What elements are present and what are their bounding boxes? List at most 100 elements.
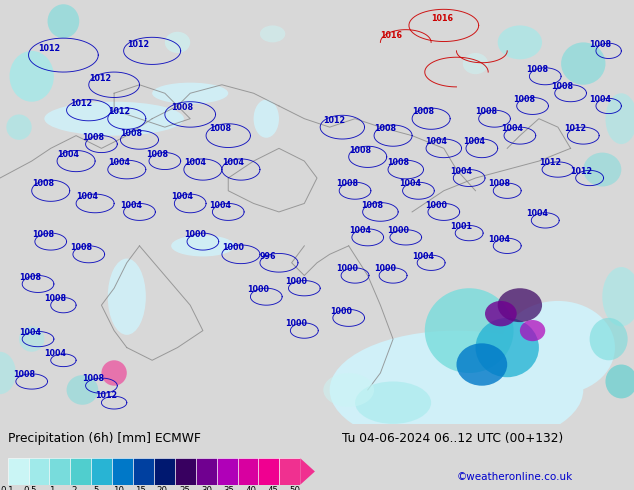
Text: 35: 35 [223,486,234,490]
Ellipse shape [476,318,539,377]
Text: 1012: 1012 [571,167,593,176]
Text: 1004: 1004 [120,201,143,210]
Text: 1016: 1016 [380,31,403,40]
Ellipse shape [44,102,184,136]
Text: 0.1: 0.1 [1,486,15,490]
Text: 1012: 1012 [564,124,586,133]
Text: 15: 15 [134,486,146,490]
Bar [91,458,112,485]
Ellipse shape [355,381,431,424]
Text: 1008: 1008 [146,150,168,159]
Text: 1008: 1008 [336,179,358,189]
Ellipse shape [590,318,628,360]
Text: 1008: 1008 [349,146,371,154]
Ellipse shape [108,259,146,335]
Text: 1004: 1004 [209,201,231,210]
Text: 1004: 1004 [412,251,434,261]
Bar [70,458,91,485]
Ellipse shape [605,365,634,398]
Text: 1008: 1008 [526,65,548,74]
Text: 1012: 1012 [108,107,130,117]
Ellipse shape [171,235,235,256]
Text: 1001: 1001 [450,222,472,231]
Text: 1012: 1012 [323,116,346,125]
Text: 40: 40 [245,486,256,490]
Text: 1016: 1016 [431,14,453,23]
Text: 20: 20 [157,486,168,490]
Text: 1004: 1004 [399,179,422,189]
Ellipse shape [101,360,127,386]
Ellipse shape [19,326,44,352]
Ellipse shape [520,320,545,341]
Text: 5: 5 [93,486,99,490]
Text: 1000: 1000 [425,201,447,210]
Text: 1004: 1004 [44,349,67,358]
Ellipse shape [485,301,517,326]
Text: 1004: 1004 [463,137,485,146]
Text: 1004: 1004 [488,235,510,244]
Bar [196,458,217,485]
Bar [112,458,133,485]
Text: 25: 25 [179,486,190,490]
Text: 1004: 1004 [425,137,447,146]
Text: 1008: 1008 [387,158,409,167]
Text: 1000: 1000 [285,277,307,286]
Text: 1008: 1008 [488,179,510,189]
Text: 2: 2 [71,486,77,490]
Text: 10: 10 [113,486,124,490]
Text: 45: 45 [268,486,278,490]
Ellipse shape [498,288,542,322]
Text: 1000: 1000 [387,226,409,235]
Text: 1008: 1008 [13,370,35,379]
Text: 1004: 1004 [19,328,41,337]
Text: 1008: 1008 [209,124,231,133]
Ellipse shape [605,93,634,144]
Text: 1000: 1000 [374,264,396,273]
Text: 1000: 1000 [184,230,206,239]
Text: 1008: 1008 [171,103,193,112]
Bar [8,458,29,485]
Text: 1004: 1004 [349,226,371,235]
Ellipse shape [6,115,32,140]
Ellipse shape [260,25,285,42]
Polygon shape [301,458,315,485]
Text: 1004: 1004 [222,158,244,167]
Text: 1008: 1008 [82,133,105,142]
Text: 1004: 1004 [57,150,79,159]
Bar [259,458,280,485]
Text: 1012: 1012 [70,99,92,108]
Text: 50: 50 [289,486,301,490]
Text: 1004: 1004 [184,158,206,167]
Text: 1: 1 [49,486,55,490]
Text: 1008: 1008 [412,107,434,117]
Text: 1012: 1012 [89,74,111,82]
Text: 1012: 1012 [95,392,117,400]
Text: 1008: 1008 [361,201,384,210]
Text: 1008: 1008 [374,124,396,133]
Ellipse shape [10,51,54,102]
Bar [133,458,154,485]
Ellipse shape [48,4,79,38]
Text: 1008: 1008 [70,243,92,252]
Ellipse shape [254,99,279,138]
Text: 1000: 1000 [222,243,244,252]
Text: 1008: 1008 [44,294,67,303]
Text: 1004: 1004 [590,95,612,104]
Ellipse shape [456,343,507,386]
Ellipse shape [330,331,583,449]
Text: 1008: 1008 [32,230,54,239]
Text: 0.5: 0.5 [23,486,37,490]
Ellipse shape [463,53,488,74]
Text: 1004: 1004 [450,167,472,176]
Ellipse shape [498,25,542,59]
Text: 1004: 1004 [171,192,193,201]
Bar [175,458,196,485]
Text: 1008: 1008 [476,107,498,117]
Text: 1000: 1000 [247,286,269,294]
Ellipse shape [602,267,634,326]
Bar [29,458,49,485]
Ellipse shape [0,352,16,394]
Text: 1004: 1004 [501,124,523,133]
Bar [217,458,238,485]
Text: 1004: 1004 [526,209,548,218]
